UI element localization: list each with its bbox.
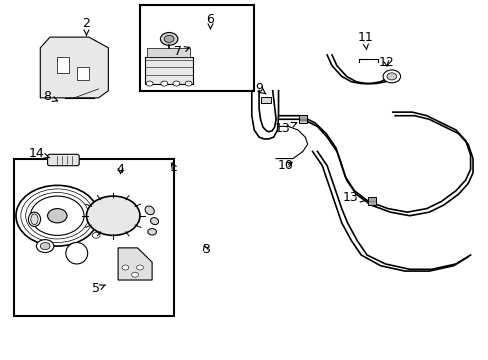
Circle shape <box>160 32 178 45</box>
Bar <box>140 5 254 91</box>
Circle shape <box>382 70 400 83</box>
Text: 4: 4 <box>116 163 124 176</box>
FancyBboxPatch shape <box>47 154 79 166</box>
Circle shape <box>136 265 143 270</box>
Bar <box>147 48 190 57</box>
Bar <box>77 67 89 80</box>
Ellipse shape <box>147 229 156 235</box>
Text: 12: 12 <box>378 56 393 69</box>
Polygon shape <box>118 248 152 280</box>
Bar <box>144 57 193 84</box>
Text: 3: 3 <box>201 243 209 256</box>
Circle shape <box>47 208 67 223</box>
Circle shape <box>146 81 153 86</box>
Circle shape <box>86 196 140 235</box>
Circle shape <box>40 243 50 249</box>
Circle shape <box>16 185 99 246</box>
Circle shape <box>131 272 138 277</box>
Text: 8: 8 <box>43 90 58 103</box>
Text: 13: 13 <box>274 122 296 135</box>
Circle shape <box>92 233 100 238</box>
Text: 7: 7 <box>174 45 189 58</box>
Ellipse shape <box>145 206 154 215</box>
Circle shape <box>386 73 396 80</box>
Circle shape <box>30 196 84 235</box>
Text: 10: 10 <box>277 159 293 172</box>
Text: 11: 11 <box>356 31 372 50</box>
Circle shape <box>36 240 54 252</box>
Bar <box>298 115 306 123</box>
Text: 13: 13 <box>342 192 365 204</box>
Bar <box>261 97 270 103</box>
Bar <box>368 197 375 205</box>
Text: 2: 2 <box>82 17 90 36</box>
Circle shape <box>122 265 128 270</box>
Circle shape <box>173 81 180 86</box>
Circle shape <box>164 35 174 42</box>
Text: 6: 6 <box>206 13 214 29</box>
Circle shape <box>185 81 192 86</box>
Ellipse shape <box>150 217 158 225</box>
Text: 14: 14 <box>28 147 50 160</box>
Ellipse shape <box>28 212 41 226</box>
Ellipse shape <box>66 243 87 264</box>
Ellipse shape <box>31 214 38 225</box>
Polygon shape <box>40 37 108 98</box>
Bar <box>14 158 174 316</box>
Text: 9: 9 <box>255 82 265 95</box>
Text: 5: 5 <box>92 283 105 296</box>
Bar <box>57 57 69 73</box>
Text: 1: 1 <box>170 161 178 174</box>
Circle shape <box>161 81 167 86</box>
